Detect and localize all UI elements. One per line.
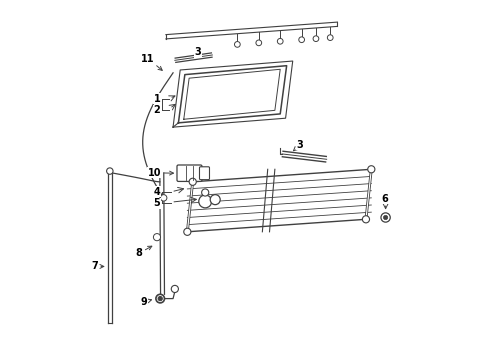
Text: 9: 9 — [140, 297, 151, 307]
Text: 5: 5 — [153, 198, 160, 208]
Circle shape — [189, 178, 196, 185]
Circle shape — [210, 195, 220, 204]
Circle shape — [201, 189, 208, 196]
Text: 3: 3 — [293, 140, 303, 151]
Circle shape — [234, 41, 240, 47]
Text: 3: 3 — [194, 47, 201, 57]
Text: 1: 1 — [153, 94, 160, 104]
Circle shape — [277, 39, 283, 44]
Text: 4: 4 — [153, 187, 160, 197]
Circle shape — [158, 296, 162, 301]
Circle shape — [156, 294, 164, 303]
Text: 2: 2 — [153, 105, 160, 115]
Circle shape — [380, 213, 389, 222]
Text: 10: 10 — [147, 168, 173, 178]
Circle shape — [153, 234, 160, 241]
Circle shape — [160, 195, 166, 201]
Circle shape — [367, 166, 374, 173]
Circle shape — [383, 215, 387, 220]
Circle shape — [106, 168, 113, 174]
Circle shape — [362, 216, 369, 223]
Circle shape — [312, 36, 318, 41]
Text: 6: 6 — [381, 194, 387, 203]
Text: 11: 11 — [141, 54, 162, 70]
Circle shape — [183, 228, 190, 235]
Circle shape — [198, 195, 211, 208]
FancyBboxPatch shape — [177, 165, 202, 181]
Text: 8: 8 — [135, 246, 151, 258]
Circle shape — [255, 40, 261, 46]
Circle shape — [326, 35, 332, 40]
Circle shape — [171, 285, 178, 293]
Circle shape — [298, 37, 304, 42]
Text: 7: 7 — [91, 261, 103, 271]
FancyBboxPatch shape — [199, 167, 209, 180]
